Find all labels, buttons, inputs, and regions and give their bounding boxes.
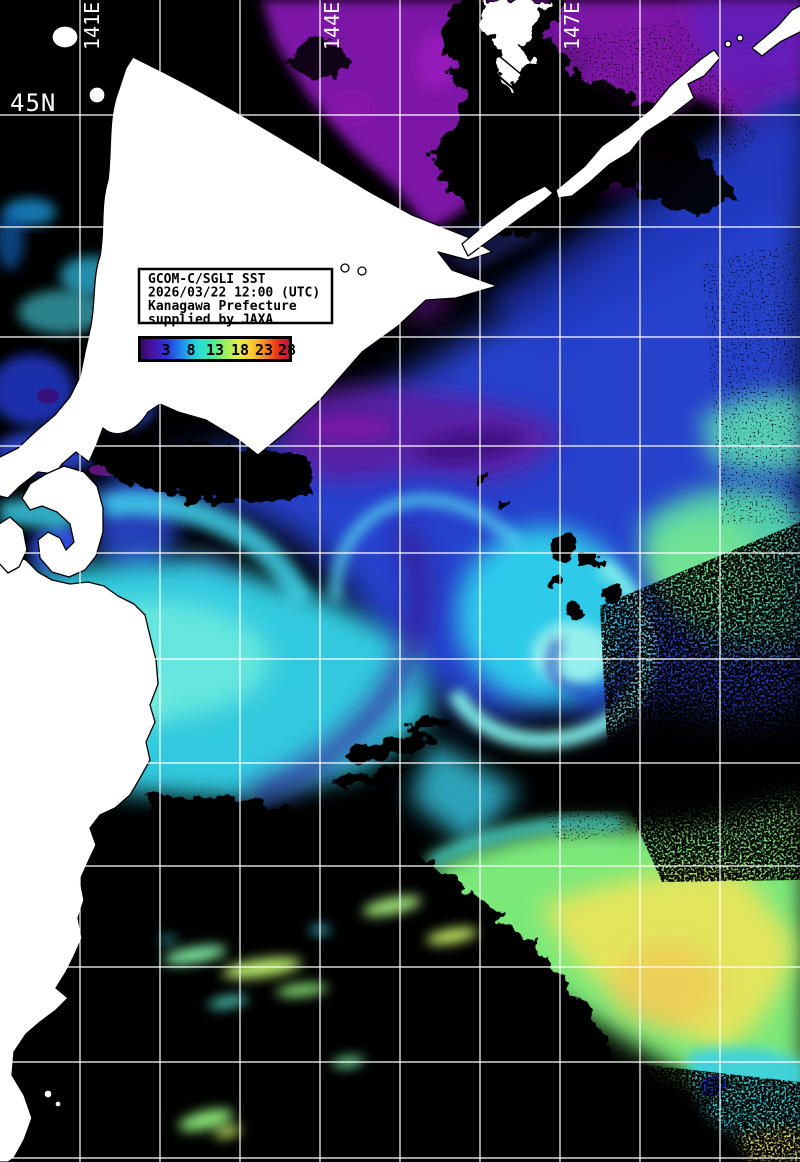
- colorbar-tick-23: 23: [255, 341, 273, 359]
- lon-label-144e: 144E: [320, 2, 344, 50]
- observation-datetime: 2026/03/22 12:00 (UTC): [148, 286, 320, 301]
- attribution-jaxa: supplied by JAXA: [148, 313, 273, 328]
- honshu-landmass: [0, 554, 159, 1162]
- kunashiri-island: [461, 185, 554, 257]
- colorbar-tick-28: 28: [278, 341, 296, 359]
- longitude-gridlines: [79, 0, 721, 1162]
- urup-island: [751, 5, 800, 57]
- tsugaru-peninsula: [0, 516, 28, 574]
- colorbar-tick-18: 18: [231, 341, 249, 359]
- attribution-prefecture: Kanagawa Prefecture: [148, 299, 297, 314]
- info-box: GCOM-C/SGLI SST 2026/03/22 12:00 (UTC) K…: [137, 267, 334, 328]
- shimokita-peninsula: [21, 465, 104, 578]
- colorbar-tick-8: 8: [186, 341, 195, 359]
- sea-ice-patch: [477, 0, 549, 87]
- lon-label-147e: 147E: [560, 2, 584, 50]
- graticule-labels: 45N 141E 144E 147E: [10, 2, 584, 117]
- cloud-speckle-layer: [428, 20, 800, 1162]
- rishiri-island: [88, 86, 106, 104]
- info-box-frame: [137, 267, 334, 325]
- iturup-island: [555, 49, 721, 199]
- colorbar-tick-3: 3: [161, 341, 170, 359]
- rebun-island: [51, 25, 79, 49]
- colorbar-tick-13: 13: [206, 341, 224, 359]
- lat-label-45n: 45N: [10, 89, 56, 117]
- product-title: GCOM-C/SGLI SST: [148, 272, 266, 287]
- sst-colorbar: 3 8 13 18 23 28: [138, 336, 296, 362]
- lon-label-141e: 141E: [80, 2, 104, 50]
- colorbar-gradient: [141, 339, 289, 359]
